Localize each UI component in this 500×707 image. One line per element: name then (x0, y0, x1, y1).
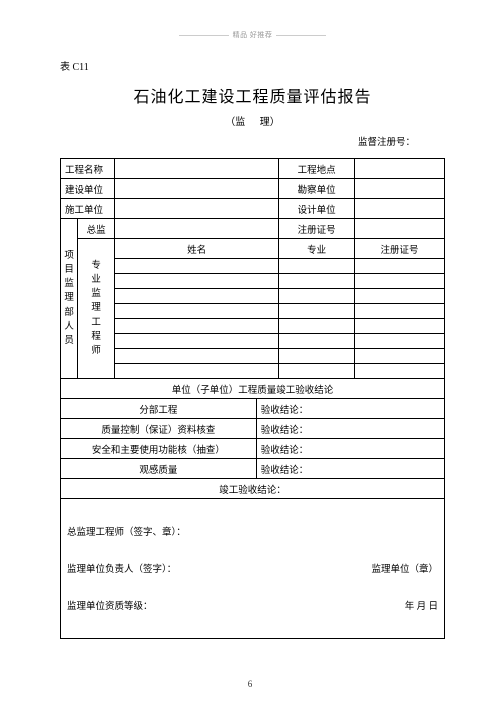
signature-manager-row: 监理单位负责人（签字）： 监理单位（章） (67, 563, 438, 578)
cell-empty (115, 179, 279, 199)
cell-empty (279, 274, 355, 289)
cell-empty (279, 334, 355, 349)
check-label: 安全和主要使用功能核（抽查） (61, 439, 257, 459)
signature-grade: 监理单位资质等级： (67, 600, 153, 615)
cell-empty (355, 349, 445, 364)
table-row: 专业监理工程师 姓名 专业 注册证号 (61, 239, 445, 259)
cell-empty (115, 274, 279, 289)
table-row (61, 364, 445, 379)
final-conclusion-label: 竣工验收结论： (61, 479, 445, 499)
table-row: 质量控制（保证）资料核查 验收结论： (61, 419, 445, 439)
main-table: 工程名称 工程地点 建设单位 勘察单位 施工单位 设计单位 项目监理部人员 总监… (60, 158, 445, 639)
signature-date: 年 月 日 (405, 600, 438, 615)
cell-chief-supervisor-label: 总监 (78, 219, 115, 239)
table-row: 单位（子单位）工程质量竣工验收结论 (61, 379, 445, 399)
col-header-reg: 注册证号 (355, 239, 445, 259)
cell-empty (115, 289, 279, 304)
cell-empty (355, 364, 445, 379)
cell-empty (115, 219, 279, 239)
vertical-label-main: 项目监理部人员 (61, 219, 78, 379)
cell-empty (354, 179, 444, 199)
cell-empty (115, 259, 279, 274)
cell-empty (354, 219, 444, 239)
signature-grade-row: 监理单位资质等级： 年 月 日 (67, 600, 438, 615)
check-conclusion: 验收结论： (256, 419, 444, 439)
check-label: 分部工程 (61, 399, 257, 419)
table-row: 分部工程 验收结论： (61, 399, 445, 419)
header-watermark: 精品 好推荐 (60, 30, 445, 40)
col-header-name: 姓名 (115, 239, 279, 259)
cell-empty (279, 304, 355, 319)
table-row (61, 289, 445, 304)
col-header-spec: 专业 (279, 239, 355, 259)
cell-empty (355, 259, 445, 274)
page-container: 精品 好推荐 表 C11 石油化工建设工程质量评估报告 （监 理） 监督注册号：… (0, 0, 500, 659)
table-row: 施工单位 设计单位 (61, 199, 445, 219)
table-row (61, 274, 445, 289)
cell-empty (279, 349, 355, 364)
page-number: 6 (0, 679, 500, 689)
cell-survey-unit-label: 勘察单位 (279, 179, 355, 199)
cell-empty (115, 199, 279, 219)
table-row: 项目监理部人员 总监 注册证号 (61, 219, 445, 239)
cell-design-unit-label: 设计单位 (279, 199, 355, 219)
cell-builder-label: 施工单位 (61, 199, 115, 219)
check-conclusion: 验收结论： (256, 459, 444, 479)
check-label: 质量控制（保证）资料核查 (61, 419, 257, 439)
signature-block: 总监理工程师（签字、章）： 监理单位负责人（签字）： 监理单位（章） 监理单位资… (61, 499, 445, 639)
table-row (61, 349, 445, 364)
page-title: 石油化工建设工程质量评估报告 (60, 83, 445, 107)
table-row: 建设单位 勘察单位 (61, 179, 445, 199)
form-code: 表 C11 (60, 58, 445, 73)
table-row (61, 259, 445, 274)
table-row (61, 334, 445, 349)
table-row: 总监理工程师（签字、章）： 监理单位负责人（签字）： 监理单位（章） 监理单位资… (61, 499, 445, 639)
cell-empty (279, 319, 355, 334)
cell-empty (279, 259, 355, 274)
cell-empty (355, 304, 445, 319)
cell-empty (355, 289, 445, 304)
check-label: 观感质量 (61, 459, 257, 479)
check-conclusion: 验收结论： (256, 399, 444, 419)
table-row: 观感质量 验收结论： (61, 459, 445, 479)
cell-empty (355, 319, 445, 334)
cell-empty (354, 199, 444, 219)
cell-empty (115, 304, 279, 319)
cell-empty (355, 274, 445, 289)
table-row (61, 304, 445, 319)
cell-empty (115, 159, 279, 179)
cell-empty (279, 289, 355, 304)
section-title: 单位（子单位）工程质量竣工验收结论 (61, 379, 445, 399)
cell-project-name-label: 工程名称 (61, 159, 115, 179)
table-row: 竣工验收结论： (61, 479, 445, 499)
signature-unit-seal: 监理单位（章） (371, 563, 438, 578)
cell-project-location-label: 工程地点 (279, 159, 355, 179)
cell-empty (115, 349, 279, 364)
cell-empty (355, 334, 445, 349)
cell-empty (354, 159, 444, 179)
check-conclusion: 验收结论： (256, 439, 444, 459)
cell-empty (115, 364, 279, 379)
registration-label: 监督注册号： (60, 134, 445, 148)
cell-empty (115, 319, 279, 334)
cell-empty (115, 334, 279, 349)
table-row (61, 319, 445, 334)
cell-reg-no-label: 注册证号 (279, 219, 355, 239)
table-row: 工程名称 工程地点 (61, 159, 445, 179)
signature-chief-engineer: 总监理工程师（签字、章）： (67, 526, 438, 541)
signature-manager: 监理单位负责人（签字）： (67, 563, 176, 578)
page-subtitle: （监 理） (60, 113, 445, 128)
table-row: 安全和主要使用功能核（抽查） 验收结论： (61, 439, 445, 459)
cell-construction-unit-label: 建设单位 (61, 179, 115, 199)
cell-empty (279, 364, 355, 379)
vertical-label-sub: 专业监理工程师 (78, 239, 115, 379)
